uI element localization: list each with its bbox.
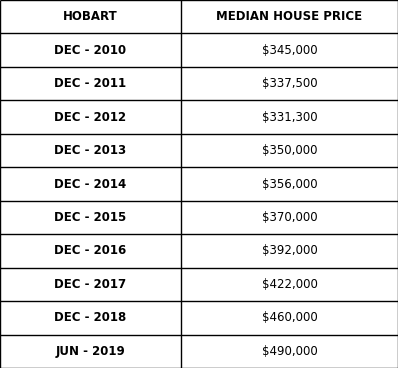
Text: DEC - 2016: DEC - 2016 xyxy=(55,244,127,257)
Text: $345,000: $345,000 xyxy=(262,44,317,57)
Text: $392,000: $392,000 xyxy=(261,244,318,257)
Text: DEC - 2013: DEC - 2013 xyxy=(55,144,127,157)
Text: JUN - 2019: JUN - 2019 xyxy=(56,345,125,358)
Text: DEC - 2017: DEC - 2017 xyxy=(55,278,127,291)
Text: DEC - 2012: DEC - 2012 xyxy=(55,111,127,124)
Text: $460,000: $460,000 xyxy=(261,311,318,324)
Text: DEC - 2011: DEC - 2011 xyxy=(55,77,127,90)
Text: MEDIAN HOUSE PRICE: MEDIAN HOUSE PRICE xyxy=(217,10,363,23)
Text: DEC - 2010: DEC - 2010 xyxy=(55,44,127,57)
Text: $337,500: $337,500 xyxy=(262,77,317,90)
Text: DEC - 2018: DEC - 2018 xyxy=(55,311,127,324)
Text: DEC - 2015: DEC - 2015 xyxy=(55,211,127,224)
Text: DEC - 2014: DEC - 2014 xyxy=(55,177,127,191)
Text: $350,000: $350,000 xyxy=(262,144,317,157)
Text: $370,000: $370,000 xyxy=(262,211,317,224)
Text: $356,000: $356,000 xyxy=(262,177,317,191)
Text: $490,000: $490,000 xyxy=(261,345,318,358)
Text: $422,000: $422,000 xyxy=(261,278,318,291)
Text: $331,300: $331,300 xyxy=(262,111,317,124)
Text: HOBART: HOBART xyxy=(63,10,118,23)
